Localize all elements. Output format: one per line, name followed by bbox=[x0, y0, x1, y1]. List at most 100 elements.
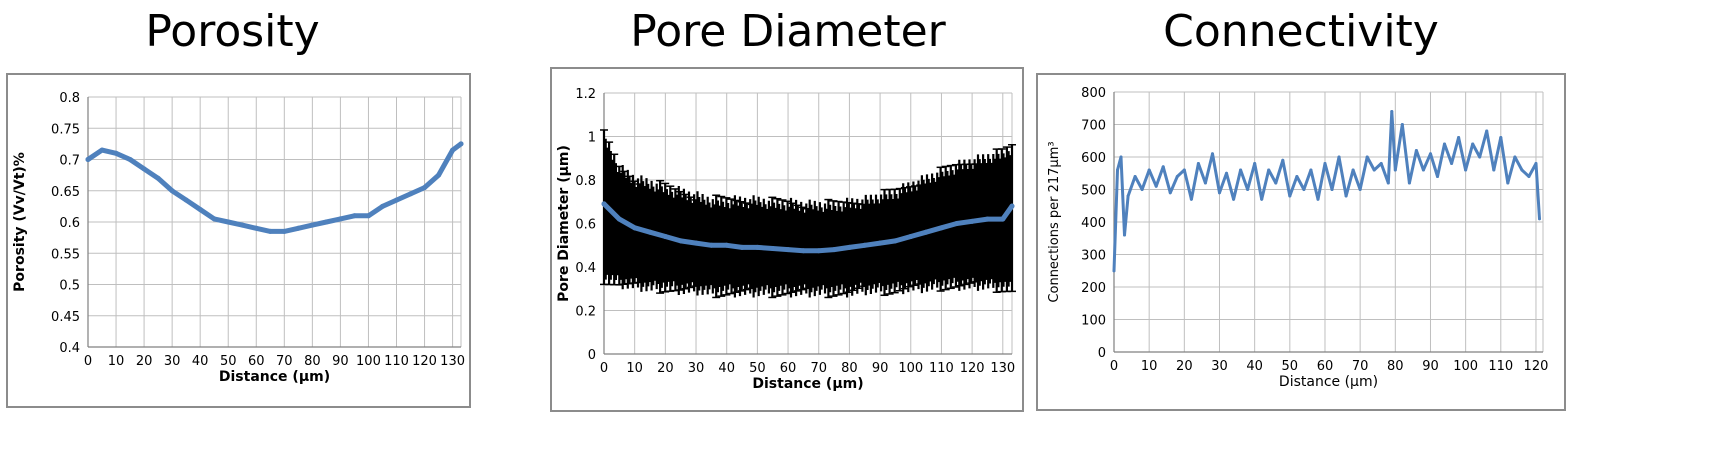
x-tick-label: 110 bbox=[384, 354, 409, 369]
data-point bbox=[1274, 181, 1278, 185]
data-point bbox=[616, 216, 622, 222]
data-point bbox=[267, 228, 273, 234]
data-point bbox=[1464, 168, 1468, 172]
data-point bbox=[1288, 194, 1292, 198]
data-point bbox=[1386, 181, 1390, 185]
data-point bbox=[1537, 217, 1541, 221]
data-point bbox=[1414, 149, 1418, 152]
x-tick-label: 30 bbox=[688, 361, 705, 376]
y-tick-label: 100 bbox=[1081, 314, 1106, 329]
data-point bbox=[693, 240, 699, 246]
y-axis-label: Porosity (Vv/Vt)% bbox=[12, 152, 28, 292]
y-tick-label: 0.6 bbox=[59, 216, 80, 231]
data-point bbox=[1379, 162, 1383, 165]
data-point bbox=[1210, 152, 1214, 156]
y-tick-label: 0 bbox=[1098, 346, 1106, 361]
data-point bbox=[1520, 168, 1524, 172]
y-tick-label: 0.4 bbox=[59, 341, 80, 356]
y-tick-label: 0.5 bbox=[59, 279, 80, 294]
data-point bbox=[351, 213, 357, 219]
data-point bbox=[422, 185, 428, 191]
connectivity-title: Connectivity bbox=[1163, 6, 1439, 57]
data-point bbox=[1499, 136, 1503, 139]
data-point bbox=[785, 247, 791, 253]
series-line bbox=[601, 201, 1015, 254]
y-tick-label: 200 bbox=[1081, 281, 1106, 296]
data-point bbox=[1009, 203, 1015, 209]
x-tick-label: 120 bbox=[1524, 359, 1549, 374]
data-point bbox=[984, 216, 990, 222]
y-tick-label: 500 bbox=[1081, 184, 1106, 199]
data-point bbox=[938, 225, 944, 231]
x-axis-label: Distance (µm) bbox=[752, 376, 863, 392]
data-point bbox=[183, 197, 189, 203]
data-point bbox=[1281, 158, 1285, 162]
data-point bbox=[1407, 181, 1411, 185]
y-tick-label: 1.2 bbox=[575, 87, 596, 102]
data-point bbox=[1309, 168, 1313, 172]
x-tick-label: 40 bbox=[718, 361, 735, 376]
y-tick-label: 0.4 bbox=[575, 261, 596, 276]
x-tick-label: 90 bbox=[332, 354, 349, 369]
x-tick-label: 10 bbox=[626, 361, 643, 376]
y-tick-label: 600 bbox=[1081, 151, 1106, 166]
x-tick-label: 110 bbox=[929, 361, 954, 376]
data-point bbox=[1133, 175, 1137, 178]
data-point bbox=[1168, 191, 1172, 195]
error-bars bbox=[600, 129, 1016, 299]
x-tick-label: 0 bbox=[600, 361, 608, 376]
data-point bbox=[908, 234, 914, 240]
data-point bbox=[1450, 162, 1454, 165]
x-tick-label: 110 bbox=[1488, 359, 1513, 374]
data-point bbox=[724, 242, 730, 248]
connectivity-chart: 0 10 20 30 40 50 60 70 80 90 100 110 120 0 100 200 300 40… bbox=[1047, 86, 1549, 390]
data-point bbox=[1260, 197, 1264, 201]
data-point bbox=[1126, 194, 1130, 198]
data-point bbox=[113, 150, 119, 156]
data-point bbox=[754, 244, 760, 250]
data-point bbox=[99, 147, 105, 153]
x-tick-label: 130 bbox=[440, 354, 465, 369]
data-point bbox=[1330, 188, 1334, 191]
data-point bbox=[295, 225, 301, 231]
data-point bbox=[632, 225, 638, 231]
y-tick-label: 0.45 bbox=[51, 310, 80, 325]
data-point bbox=[309, 222, 315, 228]
y-tick-label: 1 bbox=[588, 131, 596, 146]
data-point bbox=[1239, 168, 1243, 172]
x-tick-label: 60 bbox=[1317, 359, 1334, 374]
x-tick-label: 40 bbox=[192, 354, 209, 369]
data-point bbox=[1337, 155, 1341, 159]
x-tick-label: 50 bbox=[220, 354, 237, 369]
data-point bbox=[923, 229, 929, 235]
connectivity-chart-frame: 0 10 20 30 40 50 60 70 80 90 100 110 120 0 100 200 300 40… bbox=[1036, 73, 1566, 411]
data-point bbox=[1123, 233, 1127, 237]
data-point bbox=[225, 219, 231, 225]
x-tick-label: 30 bbox=[1211, 359, 1228, 374]
data-point bbox=[770, 246, 776, 252]
data-point bbox=[892, 238, 898, 244]
data-point bbox=[1196, 162, 1200, 165]
data-point bbox=[1400, 123, 1404, 126]
data-point bbox=[323, 219, 329, 225]
data-point bbox=[1393, 168, 1397, 172]
data-point bbox=[1372, 168, 1376, 172]
data-point bbox=[862, 242, 868, 248]
x-tick-label: 0 bbox=[84, 354, 92, 369]
data-point bbox=[1513, 155, 1517, 159]
data-point bbox=[678, 238, 684, 244]
data-point bbox=[197, 207, 203, 212]
data-point bbox=[1119, 155, 1123, 159]
data-point bbox=[155, 175, 161, 181]
x-tick-label: 80 bbox=[304, 354, 321, 369]
pore-diameter-chart: 0 10 20 30 40 50 60 70 80 90 100 110 120 130 0 0.2 0.4 0.… bbox=[556, 87, 1016, 392]
x-tick-label: 50 bbox=[749, 361, 766, 376]
data-point bbox=[379, 203, 385, 209]
data-point bbox=[1203, 181, 1207, 185]
x-tick-label: 30 bbox=[164, 354, 181, 369]
data-point bbox=[1323, 162, 1327, 165]
data-point bbox=[337, 216, 343, 222]
pore-diameter-chart-frame: 0 10 20 30 40 50 60 70 80 90 100 110 120 130 0 0.2 0.4 0.… bbox=[550, 67, 1024, 412]
data-point bbox=[127, 157, 133, 162]
x-tick-label: 70 bbox=[1352, 359, 1369, 374]
